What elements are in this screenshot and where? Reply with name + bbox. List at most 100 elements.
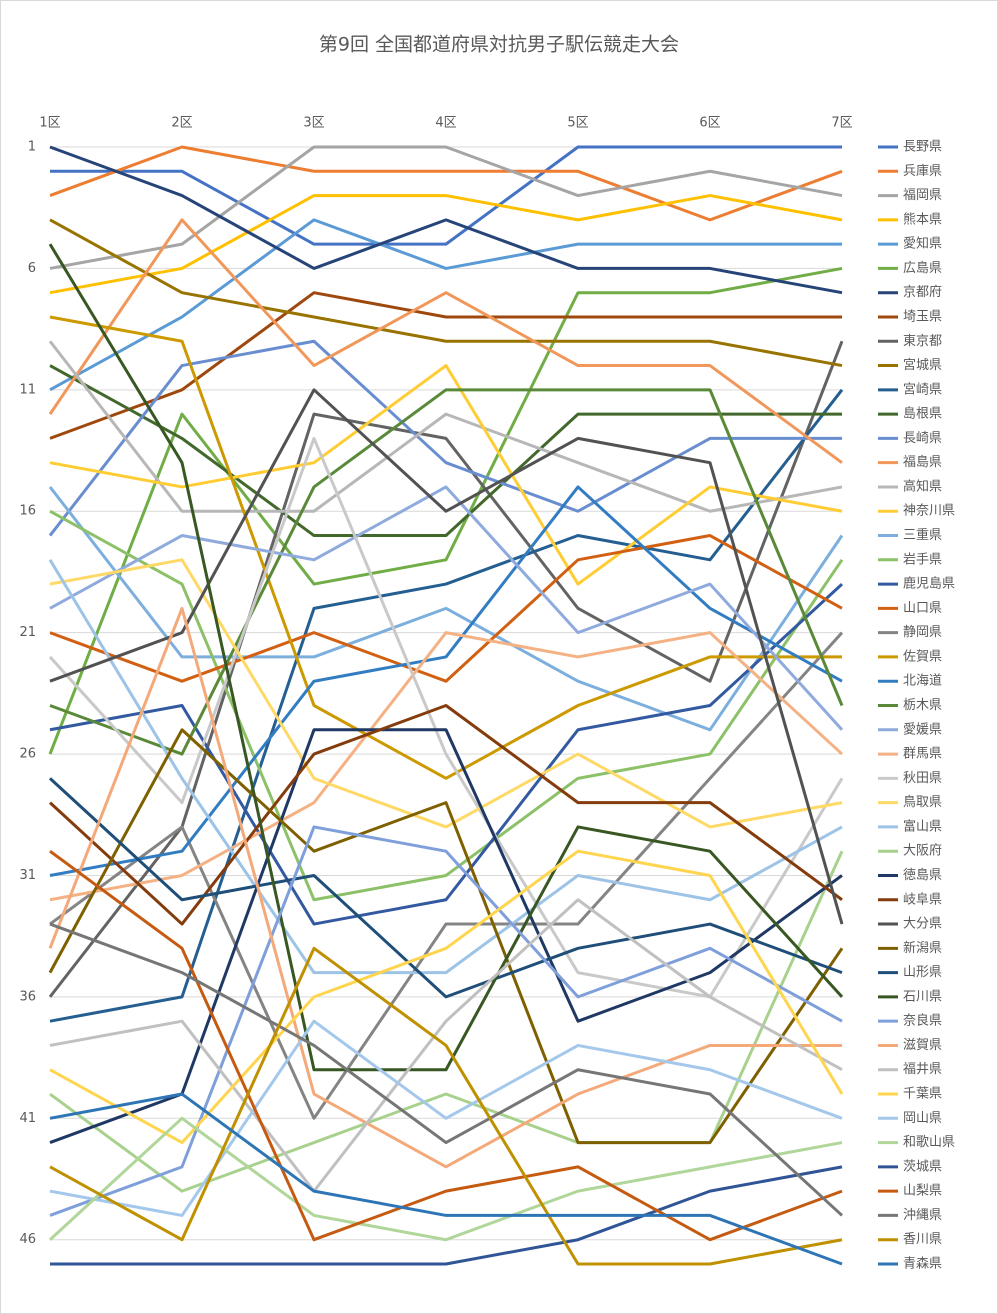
legend-label: 千葉県 — [903, 1087, 942, 1102]
chart-title: 第9回 全国都道府県対抗男子駅伝競走大会 — [319, 34, 679, 56]
series-line — [49, 388, 844, 756]
series-line — [48, 728, 844, 1145]
legend-label: 岡山県 — [903, 1111, 942, 1126]
legend-label: 沖縄県 — [903, 1208, 942, 1223]
series-line — [49, 364, 843, 586]
legend-label: 東京都 — [903, 333, 942, 349]
series-line — [50, 1165, 843, 1266]
y-tick-label: 26 — [19, 747, 36, 762]
legend-label: 兵庫県 — [903, 164, 942, 179]
legend-label: 大分県 — [903, 917, 942, 932]
y-tick-label: 36 — [19, 989, 36, 1004]
series-line — [49, 194, 843, 295]
legend-label: 愛媛県 — [903, 722, 942, 737]
series-line — [49, 315, 842, 780]
series-line — [48, 218, 843, 464]
legend-label: 石川県 — [903, 989, 942, 1004]
series-line — [49, 218, 842, 392]
legend-label: 群馬県 — [903, 747, 942, 762]
legend-label: 愛知県 — [903, 236, 942, 252]
legend-label: 香川県 — [903, 1232, 942, 1247]
x-tick-label: 2区 — [171, 116, 192, 131]
series-line — [49, 825, 843, 1217]
series-line — [48, 340, 843, 513]
legend-label: 佐賀県 — [903, 649, 942, 664]
series-line — [49, 946, 843, 1266]
legend-label: 茨城県 — [903, 1159, 942, 1174]
series-line — [49, 145, 843, 270]
legend-label: 福井県 — [903, 1062, 942, 1077]
series-line — [49, 388, 844, 1023]
legend-label: 長野県 — [903, 140, 942, 155]
series-line — [49, 849, 844, 1145]
series-line — [49, 922, 844, 1217]
series-line — [48, 606, 842, 1169]
x-tick-label: 6区 — [699, 116, 720, 131]
series-line — [49, 631, 844, 902]
series-line — [49, 145, 843, 295]
series-line — [49, 558, 843, 829]
y-tick-label: 21 — [19, 625, 36, 640]
series-line — [49, 1019, 843, 1217]
legend-label: 鳥取県 — [903, 795, 942, 810]
legend-label: 岩手県 — [903, 552, 942, 567]
y-tick-label: 11 — [19, 382, 36, 397]
legend-label: 山梨県 — [903, 1184, 942, 1199]
series-line — [48, 486, 844, 732]
series-line — [48, 339, 842, 537]
legend-label: 島根県 — [903, 407, 942, 422]
legend-label: 長崎県 — [903, 431, 942, 446]
legend-label: 宮城県 — [903, 357, 942, 373]
series-line — [49, 291, 842, 440]
y-tick-label: 31 — [19, 868, 36, 883]
legend-label: 和歌山県 — [903, 1135, 955, 1150]
legend-label: 新潟県 — [903, 940, 942, 956]
series-line — [49, 485, 843, 877]
legend-label: 高知県 — [903, 478, 942, 494]
legend-label: 富山県 — [903, 818, 942, 834]
legend-label: 福岡県 — [903, 188, 942, 203]
legend-label: 青森県 — [903, 1257, 942, 1272]
legend-label: 神奈川県 — [903, 504, 955, 519]
legend-label: 宮崎県 — [903, 381, 942, 397]
y-tick-label: 1 — [28, 140, 36, 155]
legend-label: 広島県 — [903, 261, 942, 276]
legend-label: 栃木県 — [903, 698, 942, 713]
series-line — [48, 243, 844, 1072]
x-tick-label: 3区 — [303, 116, 324, 131]
legend-label: 北海道 — [903, 674, 942, 689]
legend-label: 山形県 — [903, 965, 942, 980]
series-line — [49, 582, 844, 926]
y-tick-label: 46 — [19, 1232, 36, 1247]
y-tick-label: 16 — [19, 504, 36, 519]
legend-label: 熊本県 — [903, 211, 942, 227]
series-line — [48, 559, 843, 975]
legend-label: 秋田県 — [903, 771, 942, 786]
x-tick-label: 7区 — [831, 116, 852, 131]
series-line — [49, 1092, 843, 1266]
series-line — [48, 777, 843, 999]
series-line — [49, 631, 844, 1120]
legend-label: 三重県 — [903, 527, 942, 543]
legend-label: 大阪府 — [903, 844, 942, 859]
series-line — [49, 849, 843, 1242]
y-tick-label: 41 — [19, 1111, 36, 1126]
y-tick-label: 6 — [28, 261, 36, 276]
series-line — [49, 509, 844, 902]
series-line — [49, 364, 842, 538]
legend-label: 京都府 — [903, 285, 942, 300]
x-tick-label: 1区 — [39, 116, 60, 131]
x-tick-label: 5区 — [567, 116, 588, 131]
legend-label: 静岡県 — [903, 625, 942, 640]
series-line — [48, 704, 843, 926]
series-line — [49, 218, 843, 368]
series-line — [48, 266, 843, 755]
series-line — [49, 485, 844, 731]
legend-label: 福島県 — [903, 455, 942, 470]
series-line — [49, 388, 844, 925]
x-tick-label: 4区 — [435, 116, 456, 131]
legend-label: 徳島県 — [903, 868, 942, 883]
series-line — [48, 1116, 843, 1242]
legend-label: 鹿児島県 — [903, 576, 955, 592]
